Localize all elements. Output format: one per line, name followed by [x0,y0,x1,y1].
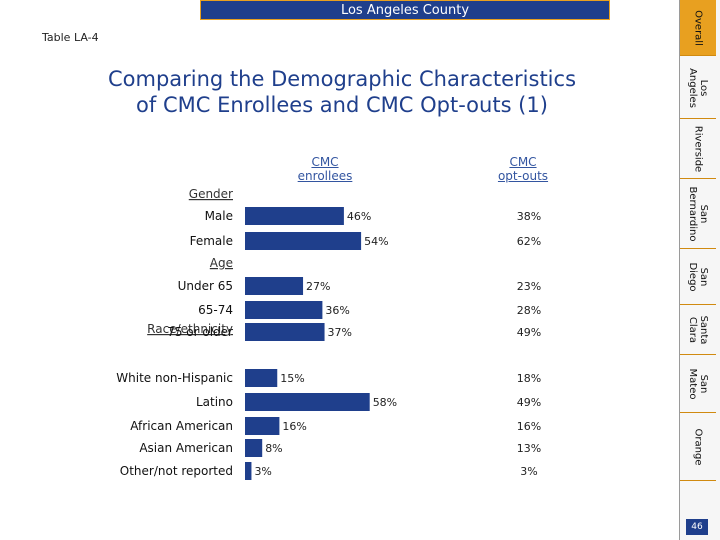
bar-label-enrollees-african-american: 16% [282,420,306,433]
county-title: Los Angeles County [340,3,470,18]
tab-santa-clara[interactable]: Santa Clara [680,306,716,355]
optout-value-other-not-reported: 3% [520,465,537,478]
optout-value-under-65: 23% [517,280,541,293]
tab-overall[interactable]: Overall [680,0,716,56]
column-header-optouts-line-2: opt-outs [497,169,549,183]
category-label-female: Female [190,234,233,248]
page-title-line-2: of CMC Enrollees and CMC Opt-outs (1) [136,93,548,117]
column-header-enrollees-line-2: enrollees [297,169,353,183]
bar-enrollees-75-or-older [245,323,325,341]
group-label-gender: Gender [189,187,233,201]
optout-value-female: 62% [517,235,541,248]
tab-los-angeles[interactable]: Los Angeles [680,57,716,119]
bar-label-enrollees-other-not-reported: 3% [254,465,271,478]
bar-enrollees-65-74 [245,301,323,319]
tab-label: Santa Clara [687,315,709,345]
demographics-bar-chart: Gender Age Race/ethnicity Male 46% 38% Female 5… [116,187,541,480]
bar-label-enrollees-male: 46% [347,210,371,223]
tab-orange[interactable]: Orange [680,414,716,481]
column-header-enrollees-line-1: CMC [311,155,339,169]
table-label: Table LA-4 [42,31,99,44]
tab-label: San Bernardino [687,186,709,242]
group-label-age: Age [210,256,233,270]
optout-value-african-american: 16% [517,420,541,433]
tab-san-mateo[interactable]: San Mateo [680,356,716,413]
bar-enrollees-other-not-reported [245,462,252,480]
category-label-75-or-older: 75 or older [167,325,233,339]
bar-enrollees-female [245,232,362,250]
optout-value-asian-american: 13% [517,442,541,455]
optout-value-65-74: 28% [517,304,541,317]
bar-label-enrollees-latino: 58% [373,396,397,409]
page-title-line-1: Comparing the Demographic Characteristic… [107,67,577,91]
optout-value-latino: 49% [517,396,541,409]
county-side-nav: Overall Los Angeles Riverside San Bernardin… [679,0,720,540]
bar-label-enrollees-white-non-hispanic: 15% [280,372,304,385]
group-label-race-ethnicity: Race/ethnicity [147,322,233,336]
column-header-optouts: CMC opt-outs [483,155,563,183]
tab-riverside[interactable]: Riverside [680,120,716,179]
tab-san-diego[interactable]: San Diego [680,250,716,305]
category-label-latino: Latino [196,395,233,409]
tab-label: Riverside [692,125,704,173]
bar-enrollees-male [245,207,344,225]
tab-label: Los Angeles [687,67,709,108]
bar-enrollees-african-american [245,417,280,435]
bar-enrollees-asian-american [245,439,263,457]
column-header-enrollees: CMC enrollees [285,155,365,183]
category-label-under-65: Under 65 [178,279,233,293]
bar-enrollees-white-non-hispanic [245,369,278,387]
bar-enrollees-under-65 [245,277,304,295]
tab-label: Orange [692,428,704,466]
category-label-male: Male [205,209,233,223]
tab-label: Overall [692,9,704,46]
category-label-asian-american: Asian American [139,441,233,455]
bar-label-enrollees-75-or-older: 37% [328,326,352,339]
page-title: Comparing the Demographic Characteristic… [92,66,592,118]
tab-san-bernardino[interactable]: San Bernardino [680,180,716,249]
category-label-african-american: African American [130,419,233,433]
optout-value-75-or-older: 49% [517,326,541,339]
bar-label-enrollees-female: 54% [364,235,388,248]
tab-label: San Diego [687,262,709,292]
bar-label-enrollees-65-74: 36% [325,304,349,317]
county-title-bar: Los Angeles County [200,0,610,20]
optout-value-male: 38% [517,210,541,223]
bar-label-enrollees-under-65: 27% [306,280,330,293]
bar-enrollees-latino [245,393,370,411]
bar-label-enrollees-asian-american: 8% [265,442,282,455]
category-label-65-74: 65-74 [198,303,233,317]
tab-label: San Mateo [687,368,709,400]
category-label-white-non-hispanic: White non-Hispanic [116,371,233,385]
page-number-badge: 46 [686,519,708,535]
category-label-other-not-reported: Other/not reported [120,464,233,478]
column-header-optouts-line-1: CMC [509,155,537,169]
optout-value-white-non-hispanic: 18% [517,372,541,385]
